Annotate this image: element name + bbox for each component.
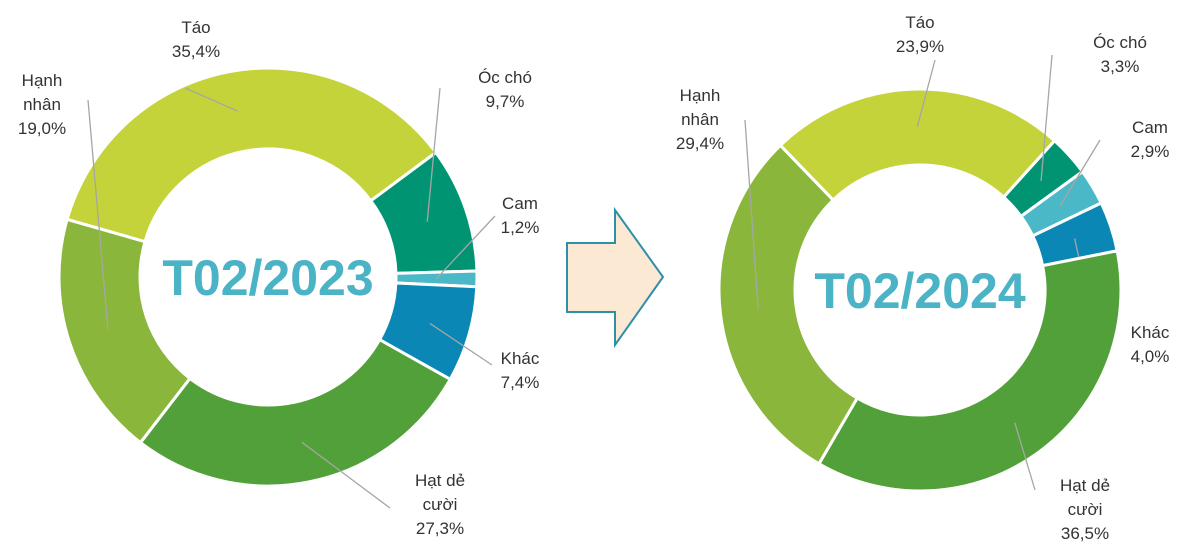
category-label: Khác [500, 349, 540, 368]
value-label: 1,2% [500, 218, 540, 237]
data-label: Khác 7,4% [486, 347, 554, 395]
donut-segment [65, 66, 438, 244]
data-label: Cam 2,9% [1116, 116, 1180, 164]
arrow [566, 206, 665, 349]
leader-line [916, 59, 936, 128]
donut-segment [57, 217, 193, 445]
value-label: 35,4% [171, 42, 221, 61]
leader-line [426, 87, 441, 222]
center-title: T02/2024 [814, 263, 1025, 319]
leader-line [87, 99, 109, 330]
data-label: Óc chó 3,3% [1086, 31, 1154, 79]
value-label: 36,5% [1060, 524, 1110, 543]
data-label: Khác 4,0% [1116, 321, 1180, 369]
category-label: Hạt dẻ cười [414, 471, 466, 514]
category-label: Hạt dẻ cười [1059, 476, 1111, 519]
leader-line [184, 87, 239, 112]
category-label: Cam [1132, 118, 1168, 137]
leader-line [744, 119, 759, 310]
value-label: 9,7% [485, 92, 525, 111]
donut-segment [717, 143, 860, 466]
category-label: Óc chó [1093, 33, 1147, 52]
data-label: Hạt dẻ cười 27,3% [406, 469, 474, 541]
value-label: 29,4% [675, 134, 725, 153]
data-label: Hạt dẻ cười 36,5% [1051, 474, 1119, 546]
value-label: 7,4% [500, 373, 540, 392]
leader-line [429, 322, 493, 366]
category-label: Cam [502, 194, 538, 213]
leader-line [1014, 422, 1036, 491]
data-label: Táo 23,9% [886, 11, 954, 59]
leader-line [1059, 139, 1101, 207]
data-label: Cam 1,2% [486, 192, 554, 240]
data-label: Óc chó 9,7% [471, 66, 539, 114]
value-label: 27,3% [415, 519, 465, 538]
category-label: Hạnh nhân [679, 86, 721, 129]
value-label: 23,9% [895, 37, 945, 56]
donut-segment [778, 87, 1057, 203]
center-title: T02/2023 [162, 250, 373, 306]
leader-line [1040, 54, 1053, 181]
value-label: 3,3% [1100, 57, 1140, 76]
data-label: Táo 35,4% [162, 16, 230, 64]
donut-segment [816, 249, 1123, 493]
category-label: Hạnh nhân [21, 71, 63, 114]
leader-line [436, 215, 496, 279]
data-label: Hạnh nhân 19,0% [8, 69, 76, 141]
value-label: 19,0% [17, 119, 67, 138]
category-label: Khác [1130, 323, 1170, 342]
data-label: Hạnh nhân 29,4% [666, 84, 734, 156]
value-label: 2,9% [1130, 142, 1170, 161]
category-label: Óc chó [478, 68, 532, 87]
leader-line [301, 441, 391, 509]
donut-segment [138, 337, 453, 488]
category-label: Táo [181, 18, 211, 37]
value-label: 4,0% [1130, 347, 1170, 366]
category-label: Táo [905, 13, 935, 32]
